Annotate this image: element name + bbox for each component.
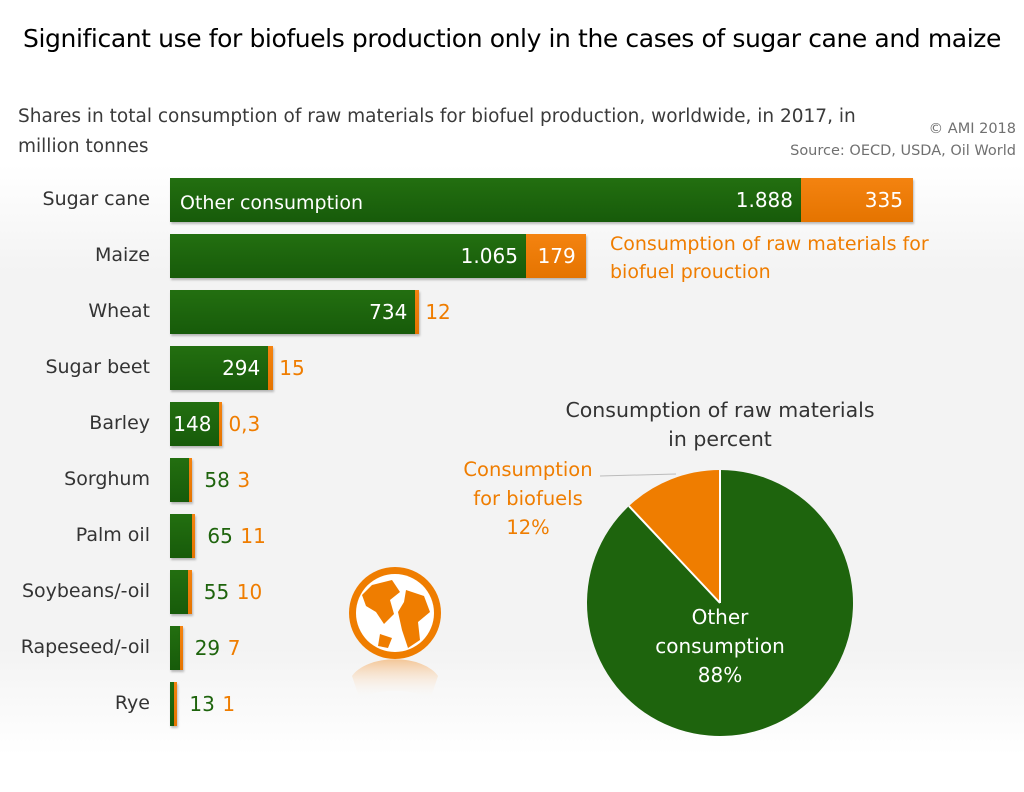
pie-label-biofuels: Consumption for biofuels 12% <box>418 455 638 542</box>
category-label: Sugar cane <box>42 188 150 210</box>
category-label: Rye <box>114 692 150 714</box>
value-label-other: 13 <box>189 692 215 716</box>
bar-biofuel-consumption <box>179 626 183 670</box>
bar-biofuel-consumption <box>268 346 274 390</box>
copyright-text: © AMI 2018 <box>928 121 1016 137</box>
value-label-other: 734 <box>369 300 408 324</box>
value-label-other: 29 <box>194 636 221 660</box>
value-label-biofuel: 7 <box>227 636 241 660</box>
bar-other-consumption <box>170 178 801 222</box>
value-label-other: 294 <box>222 356 261 380</box>
category-label: Barley <box>89 412 150 434</box>
pie-label-other-line1: Other <box>691 605 749 629</box>
value-label-other: 65 <box>207 524 233 548</box>
bar-other-consumption <box>170 514 192 558</box>
bar-other-consumption <box>170 290 416 334</box>
value-label-other: 1.065 <box>460 244 518 268</box>
pie-slice-biofuels <box>628 470 720 603</box>
bar-other-consumption <box>170 402 220 446</box>
other-consumption-bar-label: Other consumption <box>180 192 364 214</box>
pie-label-biofuels-line1: Consumption <box>463 458 593 481</box>
pie-label-biofuels-line2: for biofuels <box>473 487 583 510</box>
value-label-biofuel: 335 <box>864 188 903 212</box>
bar-other-consumption <box>170 570 189 614</box>
bar-other-consumption <box>170 234 526 278</box>
pie-label-other: Other consumption 88% <box>610 603 830 690</box>
bar-other-consumption <box>170 458 190 502</box>
bar-other-consumption <box>170 626 180 670</box>
value-label-biofuel: 11 <box>240 524 266 548</box>
category-label: Rapeseed/-oil <box>20 636 150 658</box>
bar-biofuel-consumption <box>415 290 420 334</box>
pie-title: Consumption of raw materials in percent <box>565 398 875 451</box>
credit-block: © AMI 2018 Source: OECD, USDA, Oil World <box>790 118 1016 162</box>
category-label: Wheat <box>88 300 150 322</box>
value-label-biofuel: 3 <box>237 468 251 492</box>
globe-icon <box>349 567 441 700</box>
value-label-other: 58 <box>204 468 230 492</box>
value-label-biofuel: 0,3 <box>228 412 261 436</box>
category-label: Palm oil <box>75 524 150 546</box>
value-label-biofuel: 10 <box>236 580 263 604</box>
bar-biofuel-consumption <box>801 178 913 222</box>
pie-slice-separator <box>628 505 721 604</box>
value-label-biofuel: 179 <box>537 244 576 268</box>
category-label: Soybeans/-oil <box>21 580 150 602</box>
bar-other-consumption <box>170 682 175 726</box>
bar-biofuel-consumption <box>219 402 223 446</box>
category-label: Maize <box>95 244 150 266</box>
value-label-biofuel: 12 <box>425 300 451 324</box>
pie-label-other-value: 88% <box>697 663 743 687</box>
value-label-biofuel: 15 <box>279 356 305 380</box>
bar-other-consumption <box>170 346 269 390</box>
bar-biofuel-consumption <box>525 234 586 278</box>
chart-subtitle: Shares in total consumption of raw mater… <box>18 106 856 157</box>
bar-biofuel-consumption <box>174 682 178 726</box>
pie-label-biofuels-value: 12% <box>506 516 550 539</box>
category-label: Sugar beet <box>45 356 150 378</box>
pie-leader-line <box>599 473 677 477</box>
value-label-other: 1.888 <box>735 188 793 212</box>
value-label-biofuel: 1 <box>222 692 236 716</box>
bar-biofuel-consumption <box>188 570 192 614</box>
bar-biofuel-consumption <box>189 458 193 502</box>
biofuel-consumption-legend-label: Consumption of raw materials for biofuel… <box>610 233 929 283</box>
bar-biofuel-consumption <box>191 514 196 558</box>
value-label-other: 55 <box>203 580 230 604</box>
pie-label-other-line2: consumption <box>655 634 785 658</box>
category-label: Sorghum <box>64 468 150 490</box>
value-label-other: 148 <box>173 412 212 436</box>
page-title: Significant use for biofuels production … <box>23 24 1001 53</box>
source-text: Source: OECD, USDA, Oil World <box>790 143 1016 159</box>
